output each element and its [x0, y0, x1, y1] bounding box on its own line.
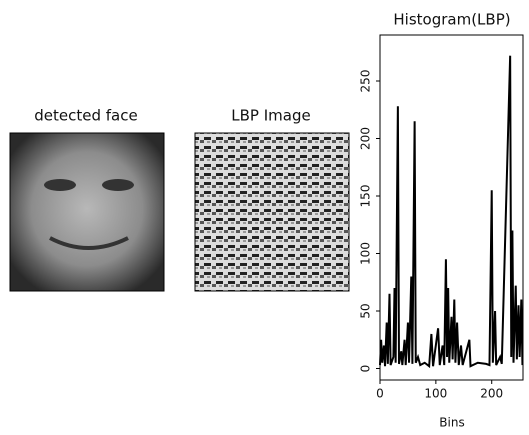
x-tick-label: 0	[376, 387, 384, 401]
y-tick-label: 200	[359, 127, 373, 150]
histogram-line	[379, 55, 524, 369]
axes-frame	[379, 34, 524, 381]
y-tick-label: 100	[359, 242, 373, 265]
y-tick-label: 150	[359, 185, 373, 208]
eye	[44, 179, 76, 191]
mouth	[49, 236, 129, 250]
eye	[102, 179, 134, 191]
x-axis-label: Bins	[439, 416, 464, 430]
y-tick-label: 250	[359, 70, 373, 93]
lbp-image	[194, 132, 350, 292]
image-title: LBP Image	[231, 107, 310, 125]
image-title: detected face	[34, 107, 137, 125]
x-tick-label: 100	[424, 387, 447, 401]
y-tick-label: 0	[359, 365, 373, 373]
y-tick-label: 50	[359, 303, 373, 318]
x-tick-label: 200	[480, 387, 503, 401]
face-image	[9, 132, 165, 292]
chart-title: Histogram(LBP)	[393, 11, 510, 29]
